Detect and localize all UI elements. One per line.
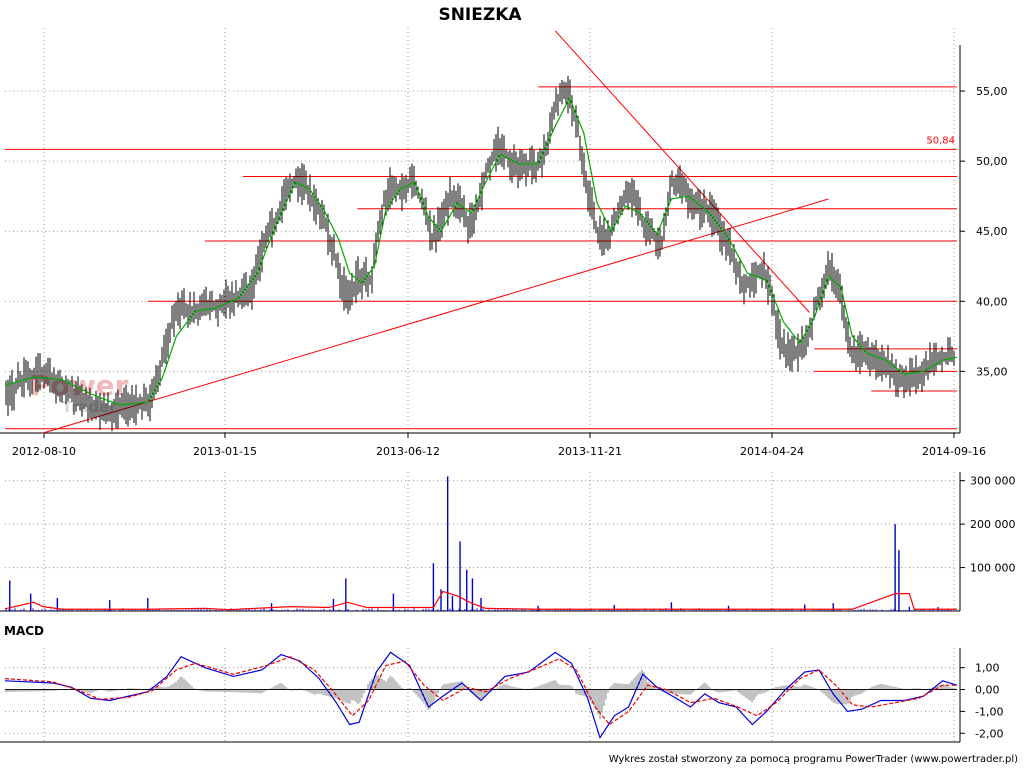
price-y-tick-label: 50,00 xyxy=(976,155,1008,168)
price-y-tick-label: 40,00 xyxy=(976,295,1008,308)
price-label: 50,84 xyxy=(926,135,955,146)
volume-panel: 300 000 200 000 100 000 xyxy=(0,472,1016,612)
price-panel: 55,00 50,00 45,00 40,00 35,00 2012-08-10 2013-… xyxy=(0,28,1008,458)
volume-y-tick-label: 200 000 xyxy=(970,518,1016,531)
price-x-tick-label: 2013-01-15 xyxy=(193,445,257,458)
trend-line-0 xyxy=(42,198,829,434)
macd-y-tick-label: 1,00 xyxy=(975,662,1000,675)
price-x-tick-label: 2014-09-16 xyxy=(922,445,986,458)
price-x-tick-label: 2013-11-21 xyxy=(558,445,622,458)
chart-title: SNIEZKA xyxy=(438,5,522,25)
price-y-tick-label: 35,00 xyxy=(976,365,1008,378)
trend-line-1 xyxy=(554,30,810,313)
volume-y-tick-label: 100 000 xyxy=(970,562,1016,575)
price-y-tick-label: 45,00 xyxy=(976,225,1008,238)
price-x-tick-label: 2013-06-12 xyxy=(376,445,440,458)
volume-y-tick-label: 300 000 xyxy=(970,475,1016,488)
macd-panel: 1,00 0,00 -1,00 -2,00 xyxy=(0,648,1003,743)
moving-average-line xyxy=(4,96,958,406)
volume-average-line xyxy=(4,590,957,611)
macd-line xyxy=(4,651,958,740)
price-y-tick-label: 55,00 xyxy=(976,85,1008,98)
macd-y-tick-label: -1,00 xyxy=(975,705,1003,718)
signal-line xyxy=(4,656,957,726)
footer-credit: Wykres został stworzony za pomocą progra… xyxy=(609,754,1018,765)
macd-label: MACD xyxy=(4,624,44,638)
price-x-tick-label: 2012-08-10 xyxy=(12,445,76,458)
macd-y-tick-label: -2,00 xyxy=(975,727,1003,740)
macd-y-tick-label: 0,00 xyxy=(975,684,1000,697)
price-x-tick-label: 2014-04-24 xyxy=(740,445,804,458)
